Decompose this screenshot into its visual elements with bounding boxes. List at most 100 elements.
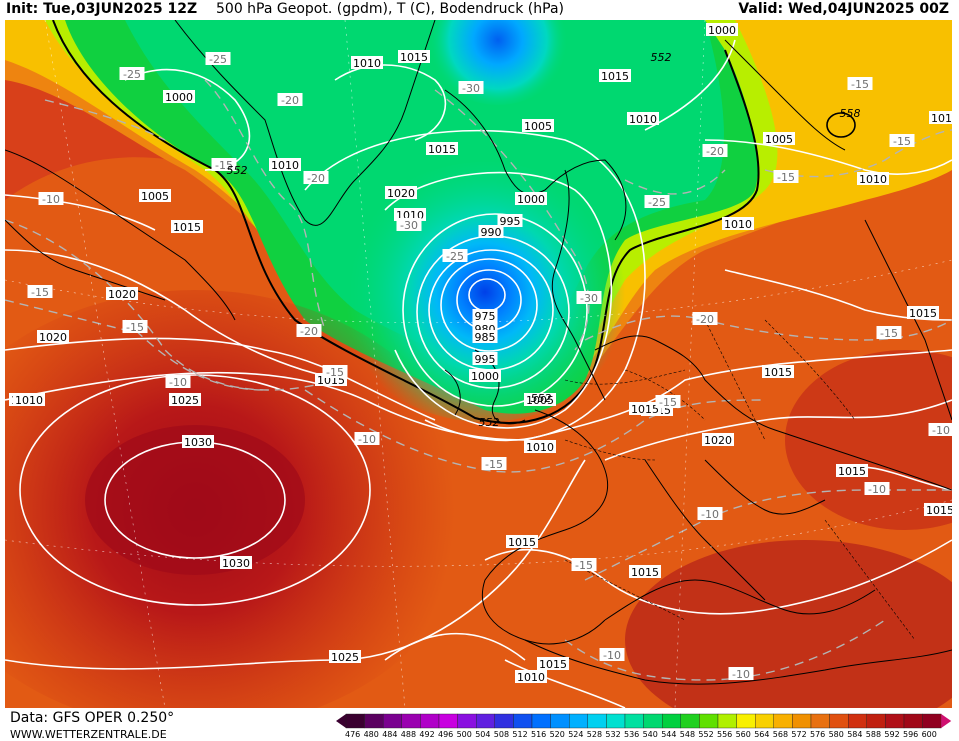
contour-label-text: 1010: [859, 173, 887, 186]
colorbar-swatch: [662, 713, 682, 729]
isobar-label: 1020: [702, 433, 734, 447]
contour-label-text: 552: [651, 51, 672, 64]
colorbar-tick-label: 492: [419, 730, 435, 739]
contour-label-text: 1010: [271, 159, 299, 172]
contour-label-text: -20: [696, 313, 714, 326]
isobar-label: 1005: [522, 119, 554, 133]
isobar-label: 1015: [506, 535, 538, 549]
contour-label-text: -10: [868, 483, 886, 496]
isobar-label: 1000: [163, 90, 195, 104]
contour-label-text: -25: [209, 53, 227, 66]
contour-label-text: 1010: [931, 112, 952, 125]
contour-label-text: -10: [732, 668, 750, 681]
colorbar-tick-label: 548: [679, 730, 696, 739]
colorbar-min-arrow: [336, 714, 346, 728]
colorbar-tick-label: 560: [735, 730, 751, 739]
isotherm-label: -15: [211, 158, 237, 172]
contour-label-text: -20: [706, 145, 724, 158]
colorbar-swatch: [699, 713, 719, 729]
isotherm-label: -10: [864, 482, 890, 496]
contour-label-text: -15: [126, 321, 144, 334]
contour-label-text: -30: [400, 219, 418, 232]
contour-label-text: 985: [475, 331, 496, 344]
contour-label-text: 1015: [173, 221, 201, 234]
contour-label-text: 1025: [171, 394, 199, 407]
isobar-label: 1025: [329, 650, 361, 664]
contour-label-text: -10: [169, 376, 187, 389]
colorbar-legend: [336, 713, 952, 729]
isobar-label: 1020: [37, 330, 69, 344]
contour-label-text: -20: [307, 172, 325, 185]
isotherm-label: -10: [38, 192, 64, 206]
contour-label-text: 1030: [184, 436, 212, 449]
colorbar-tick-label: 580: [828, 730, 844, 739]
contour-label-text: 1020: [108, 288, 136, 301]
map-header: Init: Tue,03JUN2025 12Z 500 hPa Geopot. …: [0, 0, 959, 20]
contour-label-text: -10: [358, 433, 376, 446]
colorbar-swatch: [457, 713, 477, 729]
colorbar-swatch: [885, 713, 905, 729]
colorbar-swatch: [680, 713, 700, 729]
contour-label-text: 1015: [764, 366, 792, 379]
contour-label-text: 1015: [539, 658, 567, 671]
contour-label-text: 552: [531, 392, 552, 405]
contour-label-text: -25: [123, 68, 141, 81]
colorbar-tick-label: 528: [586, 730, 603, 739]
isobar-label: 1010: [627, 112, 659, 126]
isotherm-label: -15: [847, 77, 873, 91]
isotherm-label: -20: [296, 324, 322, 338]
isotherm-label: -30: [396, 218, 422, 232]
contour-label-text: 1015: [601, 70, 629, 83]
colorbar-tick-label: 544: [661, 730, 677, 739]
isotherm-label: -25: [205, 52, 231, 66]
isobar-label: 1010: [269, 158, 301, 172]
init-time-label: Init: Tue,03JUN2025 12Z: [6, 1, 198, 17]
contour-label-text: 1010: [353, 57, 381, 70]
colorbar-tick-label: 512: [512, 730, 528, 739]
map-footer: Data: GFS OPER 0.250° WWW.WETTERZENTRALE…: [0, 708, 959, 741]
colorbar-tick-label: 516: [531, 730, 547, 739]
isotherm-label: -30: [576, 291, 602, 305]
map-title: 500 hPa Geopot. (gpdm), T (C), Bodendruc…: [216, 1, 564, 17]
colorbar-tick-label: 568: [772, 730, 789, 739]
weather-map[interactable]: 1000 1005 1010 1010 1015 1015 1010 1005 1015 1020…: [5, 20, 952, 708]
colorbar-tick-label: 484: [382, 730, 398, 739]
contour-label-text: 1020: [387, 187, 415, 200]
contour-label-text: -15: [31, 286, 49, 299]
isotherm-label: -10: [165, 375, 191, 389]
colorbar-swatch: [755, 713, 775, 729]
isobar-label: 1030: [220, 556, 252, 570]
contour-label-text: 1020: [704, 434, 732, 447]
isobar-label: 1000: [469, 369, 501, 383]
contour-label-text: 1010: [517, 671, 545, 684]
colorbar-tick-label: 540: [642, 730, 658, 739]
isobar-label: 1015: [426, 142, 458, 156]
colorbar-swatch: [475, 713, 495, 729]
isotherm-label: -25: [119, 67, 145, 81]
colorbar-tick-label: 524: [568, 730, 584, 739]
isobar-label: 995: [497, 214, 523, 228]
colorbar-swatch: [420, 713, 440, 729]
colorbar-swatch: [866, 713, 886, 729]
colorbar-tick-label: 572: [791, 730, 807, 739]
contour-label-text: 1025: [331, 651, 359, 664]
contour-label-text: -15: [851, 78, 869, 91]
colorbar-swatch: [568, 713, 588, 729]
isotherm-label: -20: [303, 171, 329, 185]
isobar-label: 975: [472, 309, 498, 323]
geopotential-label: 558: [840, 107, 861, 120]
isobar-label: 1010: [857, 172, 889, 186]
africa-warm-core: [625, 540, 952, 708]
contour-label-text: 1030: [222, 557, 250, 570]
contour-label-text: 1010: [629, 113, 657, 126]
isobar-label: 1010: [722, 217, 754, 231]
colorbar-tick-label: 520: [549, 730, 565, 739]
isotherm-label: -15: [571, 558, 597, 572]
contour-label-text: -20: [300, 325, 318, 338]
isobar-label: 1015: [398, 50, 430, 64]
colorbar-tick-label: 556: [717, 730, 733, 739]
isobar-label: 990: [478, 225, 504, 239]
contour-label-text: 975: [475, 310, 496, 323]
colorbar-swatch: [903, 713, 923, 729]
contour-label-text: 1010: [15, 394, 43, 407]
